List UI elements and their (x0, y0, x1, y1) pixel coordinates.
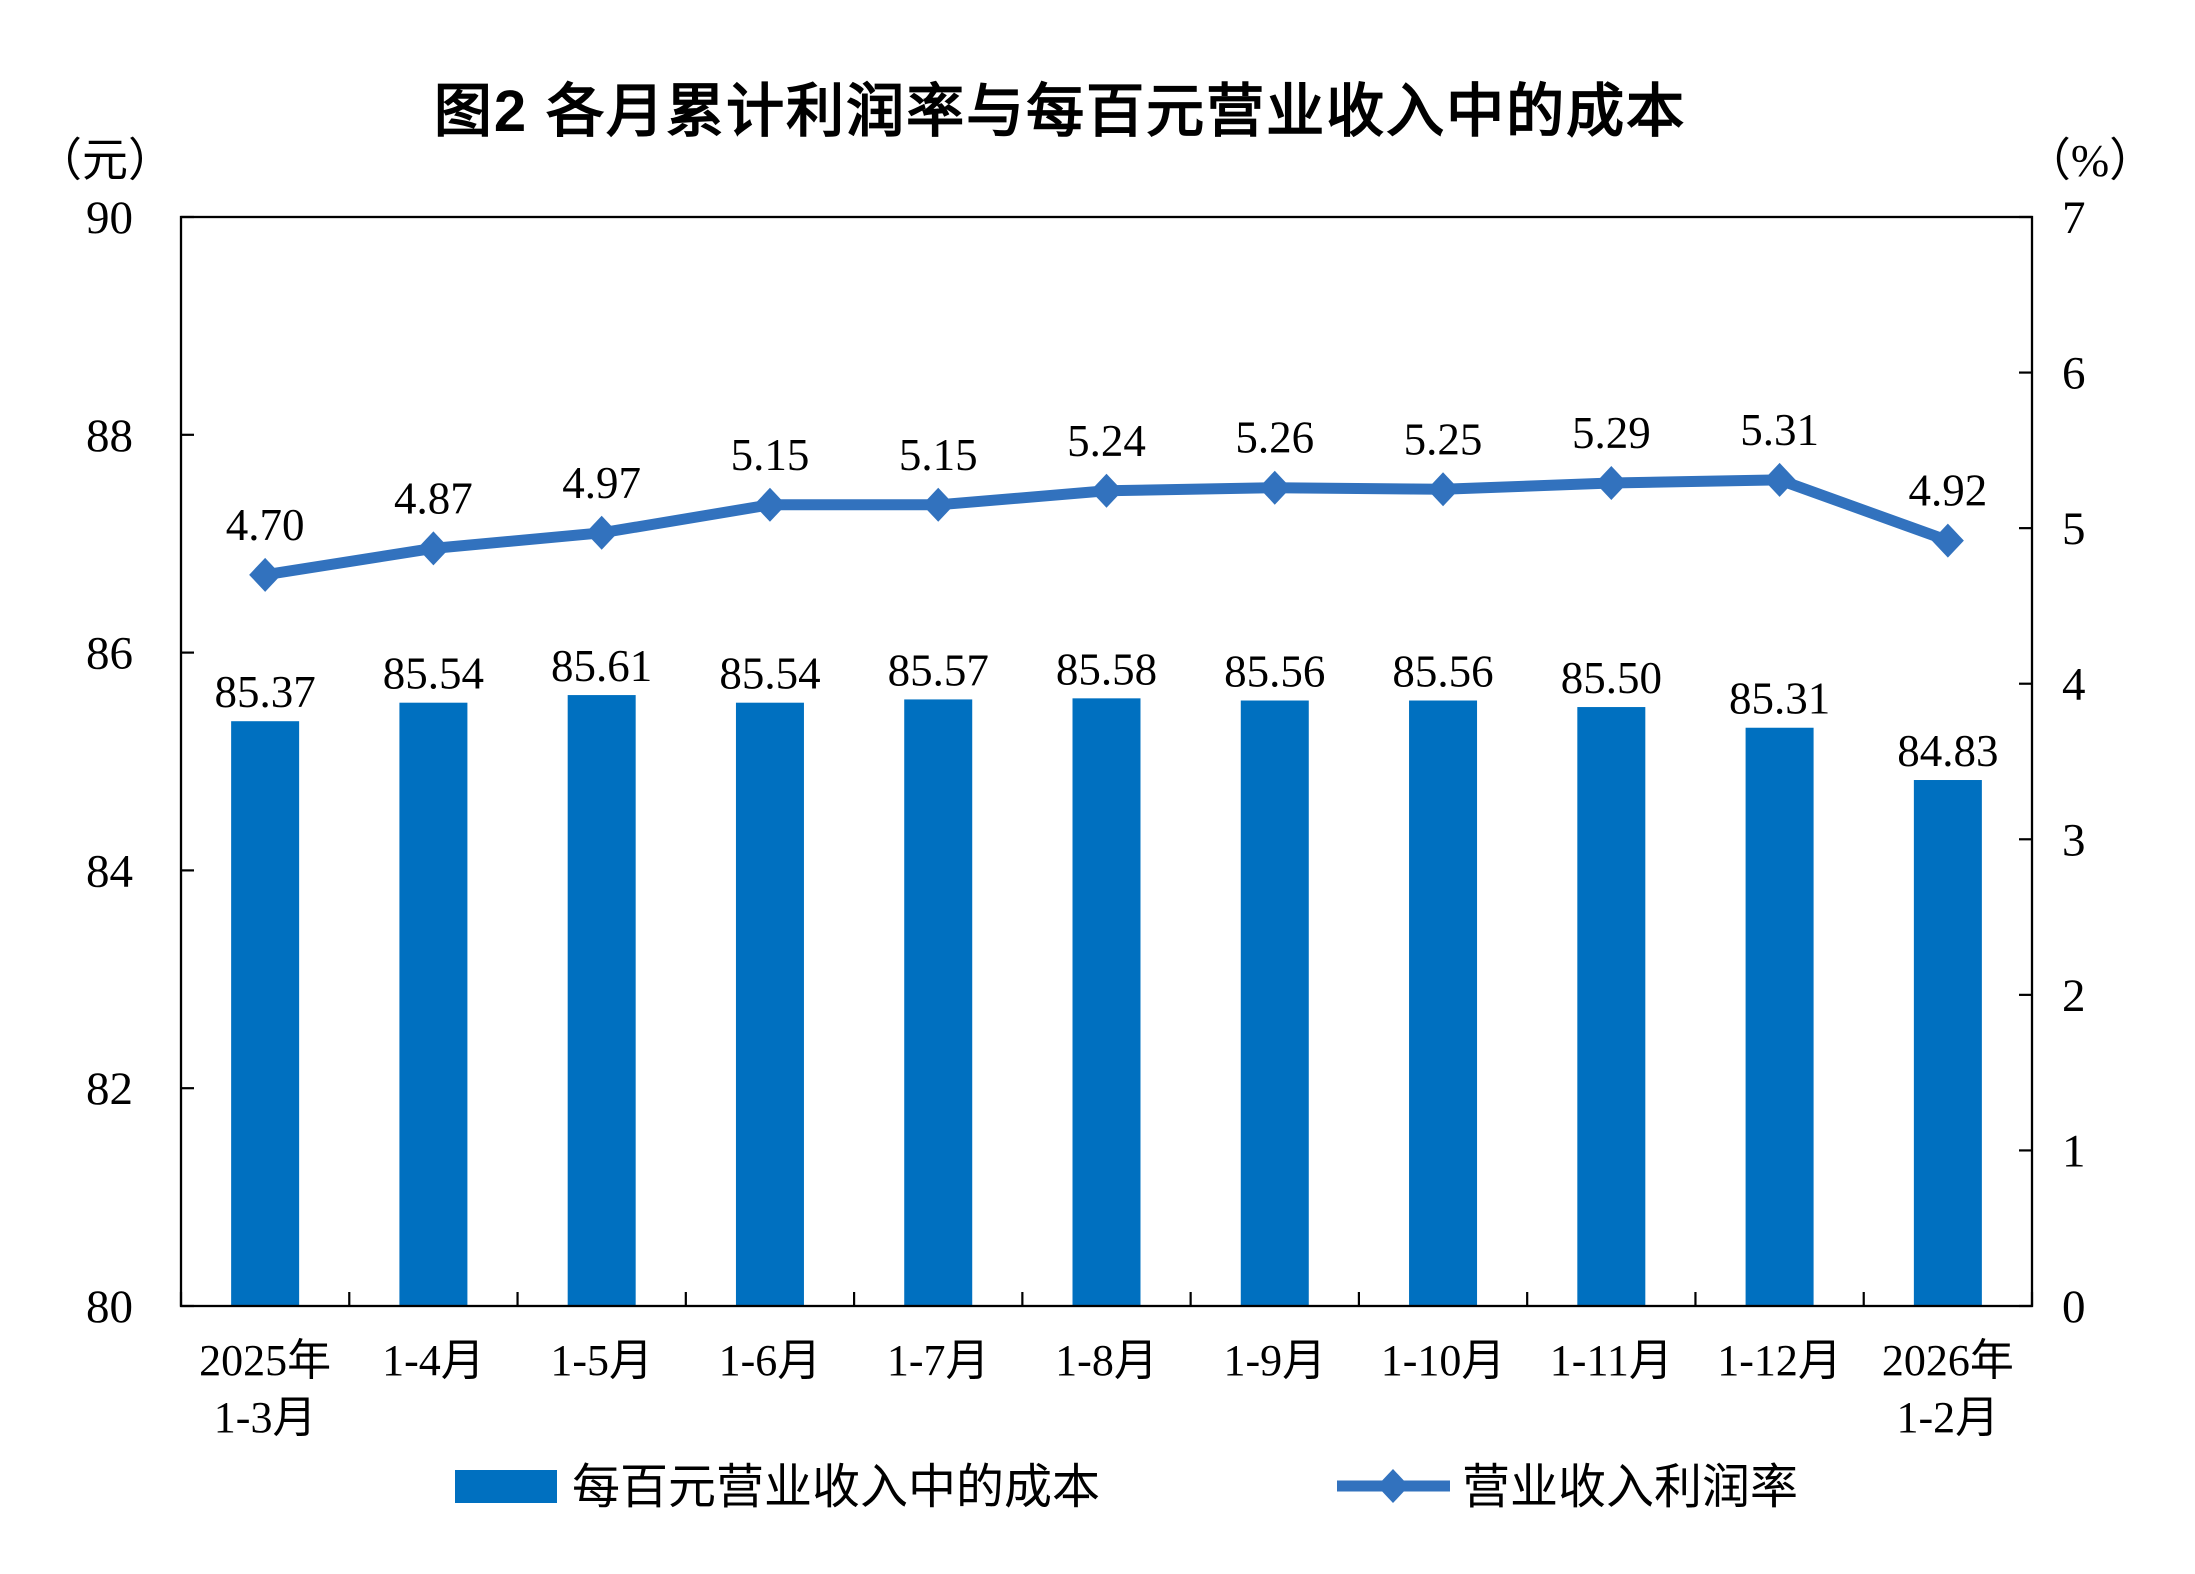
legend: 每百元营业收入中的成本 营业收入利润率 (455, 1461, 1798, 1514)
x-axis-label: 2026年 (1882, 1336, 2014, 1385)
bar-data-label: 85.31 (1729, 674, 1830, 724)
legend-label-line: 营业收入利润率 (1462, 1461, 1798, 1514)
right-axis-tick-label: 3 (2062, 814, 2086, 866)
line-data-label: 5.15 (731, 430, 810, 480)
legend-diamond-marker-icon (1377, 1469, 1409, 1503)
right-axis-tick-label: 5 (2062, 503, 2086, 555)
bar-data-label: 85.58 (1056, 644, 1157, 694)
line-data-label: 4.97 (562, 458, 641, 508)
diamond-marker-icon (417, 531, 450, 566)
diamond-marker-icon (922, 487, 955, 522)
bar-data-labels: 85.37 85.54 85.61 85.54 85.57 85.58 85.56 85.56… (215, 641, 1999, 776)
line-data-label: 4.87 (394, 473, 473, 523)
right-axis-tick-label: 6 (2062, 348, 2086, 400)
line-data-label: 5.15 (899, 430, 978, 480)
left-axis-tick-label: 82 (86, 1063, 133, 1115)
left-axis-tick-label: 80 (86, 1281, 133, 1333)
left-axis-tick-label: 90 (86, 192, 133, 244)
axis-ticks-labels: 90 88 86 84 82 80 7 6 5 4 3 2 1 0 (86, 192, 2086, 1333)
x-axis-label: 1-12月 (1717, 1336, 1842, 1385)
bar-data-label: 85.61 (551, 641, 652, 691)
diamond-marker-icon (1763, 462, 1796, 497)
x-axis-label: 1-11月 (1550, 1336, 1673, 1385)
plot-border (179, 215, 2034, 1308)
bar (1240, 700, 1309, 1306)
bar (567, 695, 636, 1306)
bar (1745, 727, 1814, 1306)
bar-data-label: 84.83 (1897, 726, 1998, 776)
line-data-label: 5.31 (1740, 405, 1819, 455)
bar-data-label: 85.57 (888, 645, 989, 695)
left-axis-tick-label: 86 (86, 628, 133, 680)
left-axis-tick-label: 84 (86, 845, 133, 897)
diamond-marker-icon (1258, 470, 1291, 505)
x-axis-label: 1-9月 (1223, 1336, 1326, 1385)
right-axis-tick-label: 2 (2062, 970, 2086, 1022)
bar-data-label: 85.56 (1224, 647, 1325, 697)
bar-data-label: 85.56 (1392, 647, 1493, 697)
right-axis-unit: （%） (2024, 135, 2156, 186)
right-axis-tick-label: 4 (2062, 659, 2086, 711)
right-axis-tick-label: 7 (2062, 192, 2086, 244)
bar (1409, 700, 1478, 1306)
bar-series (231, 695, 1982, 1306)
diamond-marker-icon (1427, 472, 1460, 507)
x-axis-label: 1-3月 (214, 1393, 317, 1442)
left-axis-unit: （元） (36, 135, 174, 186)
legend-bar-swatch (455, 1470, 557, 1503)
x-axis-labels: 2025年 1-3月 1-4月 1-5月 1-6月 1-7月 1-8月 1-9月 1-10月 1-… (199, 1336, 2014, 1442)
x-axis-label: 1-6月 (719, 1336, 822, 1385)
line-data-label: 4.92 (1908, 466, 1987, 516)
line-data-labels: 4.70 4.87 4.97 5.15 5.15 5.24 5.26 5.25 5.29 5.31… (226, 405, 1987, 550)
line-data-label: 5.24 (1067, 416, 1146, 466)
bar (231, 721, 300, 1306)
chart-title: 图2 各月累计利润率与每百元营业收入中的成本 (433, 79, 1687, 144)
bar (1913, 780, 1982, 1306)
x-axis-label: 1-4月 (382, 1336, 485, 1385)
bar-data-label: 85.54 (383, 649, 484, 699)
x-axis-label: 1-10月 (1381, 1336, 1506, 1385)
diamond-marker-icon (1090, 473, 1123, 508)
x-axis-label: 1-8月 (1055, 1336, 1158, 1385)
diamond-marker-icon (1595, 466, 1628, 501)
x-axis-label: 1-7月 (887, 1336, 990, 1385)
bar (1072, 698, 1141, 1306)
line-series (249, 462, 1964, 592)
diamond-marker-icon (585, 515, 618, 550)
bar (399, 702, 468, 1306)
bar-data-label: 85.37 (215, 667, 316, 717)
line-data-label: 4.70 (226, 500, 305, 550)
diamond-marker-icon (249, 557, 282, 592)
diamond-marker-icon (1931, 523, 1964, 558)
left-axis-tick-label: 88 (86, 410, 133, 462)
line-data-label: 5.29 (1572, 408, 1651, 458)
bar (904, 699, 973, 1306)
x-axis-label: 1-2月 (1897, 1393, 2000, 1442)
bar (735, 702, 804, 1306)
plot-frame (179, 215, 2034, 1308)
right-axis-tick-label: 1 (2062, 1125, 2086, 1177)
line-data-label: 5.26 (1235, 413, 1314, 463)
right-axis-tick-label: 0 (2062, 1281, 2086, 1333)
bar (1577, 707, 1646, 1306)
diamond-marker-icon (753, 487, 786, 522)
legend-label-bar: 每百元营业收入中的成本 (572, 1461, 1100, 1514)
line-data-label: 5.25 (1404, 414, 1483, 464)
x-axis-label: 1-5月 (550, 1336, 653, 1385)
x-axis-label: 2025年 (199, 1336, 331, 1385)
bar-data-label: 85.50 (1561, 653, 1662, 703)
bar-data-label: 85.54 (719, 649, 820, 699)
